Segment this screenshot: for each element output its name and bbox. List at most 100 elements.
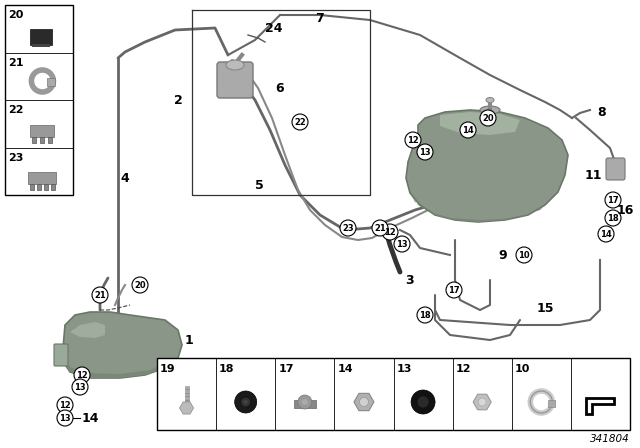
Text: 24: 24 xyxy=(265,22,282,34)
Circle shape xyxy=(235,391,257,413)
Circle shape xyxy=(411,390,435,414)
Text: 22: 22 xyxy=(8,105,24,115)
Bar xyxy=(33,43,51,47)
Circle shape xyxy=(405,132,421,148)
Circle shape xyxy=(516,247,532,263)
Text: 8: 8 xyxy=(597,105,605,119)
Text: 17: 17 xyxy=(278,364,294,374)
Ellipse shape xyxy=(486,98,494,103)
Polygon shape xyxy=(406,110,568,222)
Circle shape xyxy=(92,287,108,303)
Bar xyxy=(157,358,630,430)
Bar xyxy=(51,184,55,190)
Text: 17: 17 xyxy=(448,285,460,294)
Text: 18: 18 xyxy=(607,214,619,223)
Text: 6: 6 xyxy=(275,82,284,95)
FancyBboxPatch shape xyxy=(31,125,54,137)
FancyBboxPatch shape xyxy=(54,344,68,366)
Text: 12: 12 xyxy=(456,364,471,374)
Text: 1: 1 xyxy=(185,333,194,346)
Text: 21: 21 xyxy=(8,57,24,68)
Text: 11: 11 xyxy=(585,168,602,181)
Text: 14: 14 xyxy=(82,412,99,425)
Text: 21: 21 xyxy=(94,290,106,300)
Text: 19: 19 xyxy=(160,364,175,374)
Text: 13: 13 xyxy=(396,240,408,249)
Polygon shape xyxy=(410,193,545,222)
Circle shape xyxy=(241,397,251,407)
Text: 12: 12 xyxy=(76,370,88,379)
Circle shape xyxy=(478,398,486,406)
FancyBboxPatch shape xyxy=(606,158,625,180)
Text: 13: 13 xyxy=(419,147,431,156)
Circle shape xyxy=(302,399,308,405)
Circle shape xyxy=(460,122,476,138)
Polygon shape xyxy=(62,312,182,378)
Text: 3: 3 xyxy=(405,273,413,287)
Text: 20: 20 xyxy=(482,113,494,122)
Text: 14: 14 xyxy=(600,229,612,238)
Text: 23: 23 xyxy=(342,224,354,233)
Circle shape xyxy=(74,367,90,383)
Bar xyxy=(548,400,556,407)
Ellipse shape xyxy=(226,60,244,70)
Bar xyxy=(47,78,56,86)
Ellipse shape xyxy=(480,106,500,114)
FancyBboxPatch shape xyxy=(217,62,253,98)
Polygon shape xyxy=(62,358,178,378)
Text: 12: 12 xyxy=(407,135,419,145)
Circle shape xyxy=(598,226,614,242)
Circle shape xyxy=(244,400,248,404)
Circle shape xyxy=(298,395,312,409)
Text: 18: 18 xyxy=(219,364,235,374)
Bar xyxy=(31,29,52,44)
Bar xyxy=(294,400,316,408)
Circle shape xyxy=(382,224,398,240)
Text: 15: 15 xyxy=(537,302,554,314)
Bar xyxy=(49,137,52,142)
Text: 12: 12 xyxy=(59,401,71,409)
Circle shape xyxy=(480,110,496,126)
Text: 21: 21 xyxy=(374,224,386,233)
Text: 16: 16 xyxy=(617,203,634,216)
Text: 20: 20 xyxy=(134,280,146,289)
Text: 17: 17 xyxy=(607,195,619,204)
Text: 13: 13 xyxy=(59,414,71,422)
Circle shape xyxy=(360,397,369,406)
Text: 18: 18 xyxy=(419,310,431,319)
Bar xyxy=(30,184,34,190)
Circle shape xyxy=(372,220,388,236)
Text: 2: 2 xyxy=(174,94,183,107)
Bar xyxy=(33,137,36,142)
Text: 14: 14 xyxy=(337,364,353,374)
Text: 7: 7 xyxy=(315,12,324,25)
Text: 14: 14 xyxy=(462,125,474,134)
Circle shape xyxy=(132,277,148,293)
Bar xyxy=(37,184,41,190)
Polygon shape xyxy=(70,322,105,338)
Text: 12: 12 xyxy=(384,228,396,237)
Text: 341804: 341804 xyxy=(590,434,630,444)
Circle shape xyxy=(605,210,621,226)
Circle shape xyxy=(417,396,429,408)
Circle shape xyxy=(605,192,621,208)
Polygon shape xyxy=(440,112,520,135)
Circle shape xyxy=(292,114,308,130)
Text: 13: 13 xyxy=(74,383,86,392)
Circle shape xyxy=(340,220,356,236)
Circle shape xyxy=(57,397,73,413)
Circle shape xyxy=(394,236,410,252)
Text: 23: 23 xyxy=(8,152,24,163)
Bar xyxy=(40,137,44,142)
Text: 10: 10 xyxy=(518,250,530,259)
Bar xyxy=(44,184,48,190)
Text: 10: 10 xyxy=(515,364,530,374)
Text: 13: 13 xyxy=(397,364,412,374)
Circle shape xyxy=(417,307,433,323)
Circle shape xyxy=(57,410,73,426)
Circle shape xyxy=(417,144,433,160)
Bar xyxy=(5,5,73,195)
Circle shape xyxy=(72,379,88,395)
Text: 9: 9 xyxy=(498,249,507,262)
Text: 5: 5 xyxy=(255,178,264,191)
